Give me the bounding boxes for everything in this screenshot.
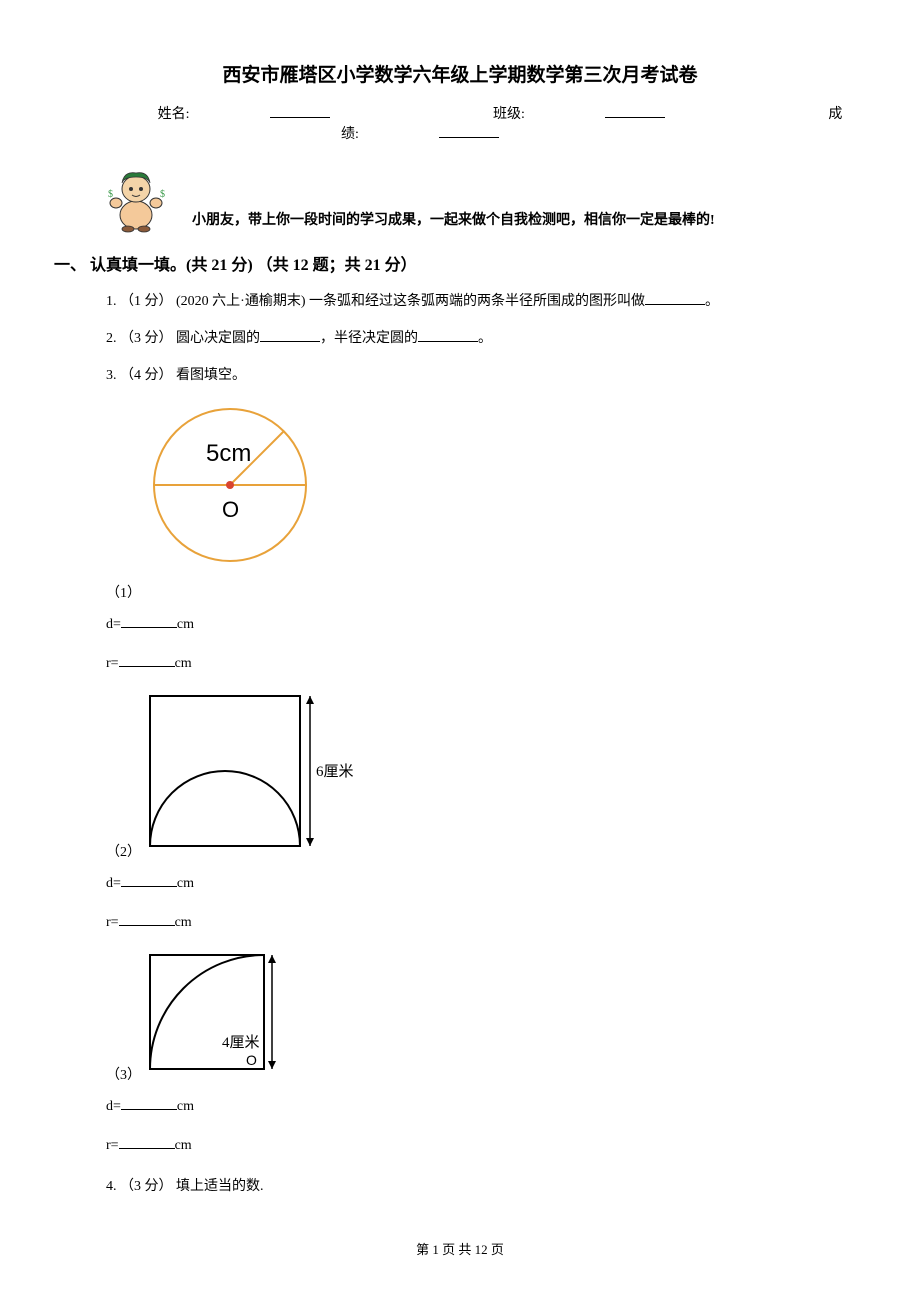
r-blank-3[interactable] <box>119 1135 175 1149</box>
page-footer: 第 1 页 共 12 页 <box>0 1239 920 1258</box>
question-1: 1. （1 分） (2020 六上·通榆期末) 一条弧和经过这条弧两端的两条半径… <box>106 289 860 314</box>
q3-3-r-answer: r= cm <box>106 1135 860 1154</box>
unit-2d: cm <box>177 876 194 891</box>
square-quarter-diagram: 4厘米 O <box>146 951 316 1075</box>
d-label-1: d= <box>106 617 121 632</box>
d-blank-1[interactable] <box>121 614 177 628</box>
center-label-1: O <box>222 497 239 522</box>
svg-text:$: $ <box>108 189 113 200</box>
question-4: 4. （3 分） 填上适当的数. <box>106 1174 860 1199</box>
section-1-header: 一、 认真填一填。(共 21 分) （共 12 题；共 21 分） <box>54 251 860 275</box>
q3-1-r-answer: r= cm <box>106 653 860 672</box>
student-info-row: 姓名: 班级: 成绩: <box>60 103 860 143</box>
r-blank-1[interactable] <box>119 653 175 667</box>
q1-prefix: 1. （1 分） (2020 六上·通榆期末) 一条弧和经过这条弧两端的两条半径… <box>106 294 645 309</box>
unit-1d: cm <box>177 617 194 632</box>
q2-mid: ，半径决定圆的 <box>320 331 418 346</box>
sub-1-row: （1） <box>106 582 860 614</box>
unit-1r: cm <box>175 656 192 671</box>
d-blank-3[interactable] <box>121 1096 177 1110</box>
class-field: 班级: <box>453 107 708 122</box>
name-label: 姓名: <box>158 107 190 122</box>
question-3: 3. （4 分） 看图填空。 <box>106 363 860 388</box>
d-label-3: d= <box>106 1099 121 1114</box>
page-title: 西安市雁塔区小学数学六年级上学期数学第三次月考试卷 <box>60 60 860 87</box>
q1-blank[interactable] <box>645 291 705 305</box>
r-label-3: r= <box>106 1138 119 1153</box>
class-label: 班级: <box>493 107 525 122</box>
square-semicircle-diagram: 6厘米 <box>146 692 356 852</box>
mascot-icon: $ $ <box>98 163 174 233</box>
q3-1-d-answer: d= cm <box>106 614 860 633</box>
diagram-1-container: 5cm O <box>146 401 860 574</box>
encouragement-text: 小朋友，带上你一段时间的学习成果，一起来做个自我检测吧，相信你一定是最棒的! <box>192 209 715 233</box>
sub-2-row: 6厘米 <box>106 692 860 857</box>
name-field: 姓名: <box>118 107 373 122</box>
unit-2r: cm <box>175 915 192 930</box>
name-blank[interactable] <box>270 104 330 118</box>
q3-2-d-answer: d= cm <box>106 873 860 892</box>
q2-suffix: 。 <box>478 331 492 346</box>
unit-3d: cm <box>177 1099 194 1114</box>
side-label-3: 4厘米 <box>222 1034 260 1051</box>
score-blank[interactable] <box>439 124 499 138</box>
class-blank[interactable] <box>605 104 665 118</box>
q2-blank-2[interactable] <box>418 328 478 342</box>
r-label-1: r= <box>106 656 119 671</box>
question-2: 2. （3 分） 圆心决定圆的 ，半径决定圆的 。 <box>106 326 860 351</box>
r-label-2: r= <box>106 915 119 930</box>
d-blank-2[interactable] <box>121 873 177 887</box>
circle-diagram-1: 5cm O <box>146 401 314 569</box>
d-label-2: d= <box>106 876 121 891</box>
center-label-3: O <box>246 1052 257 1068</box>
q2-blank-1[interactable] <box>260 328 320 342</box>
svg-text:$: $ <box>160 189 165 200</box>
radius-label: 5cm <box>206 440 251 467</box>
side-label-2: 6厘米 <box>316 763 354 780</box>
r-blank-2[interactable] <box>119 912 175 926</box>
q1-suffix: 。 <box>705 294 719 309</box>
sub-1-label: （1） <box>106 582 141 614</box>
q3-2-r-answer: r= cm <box>106 912 860 931</box>
unit-3r: cm <box>175 1138 192 1153</box>
sub-3-row: 4厘米 O <box>106 951 860 1080</box>
q2-prefix: 2. （3 分） 圆心决定圆的 <box>106 331 260 346</box>
sub-3-label: （3） <box>106 1064 141 1096</box>
sub-2-label: （2） <box>106 841 141 873</box>
q3-3-d-answer: d= cm <box>106 1096 860 1115</box>
encouragement-row: $ $ 小朋友，带上你一段时间的学习成果，一起来做个自我检测吧，相信你一定是最棒… <box>60 163 860 233</box>
